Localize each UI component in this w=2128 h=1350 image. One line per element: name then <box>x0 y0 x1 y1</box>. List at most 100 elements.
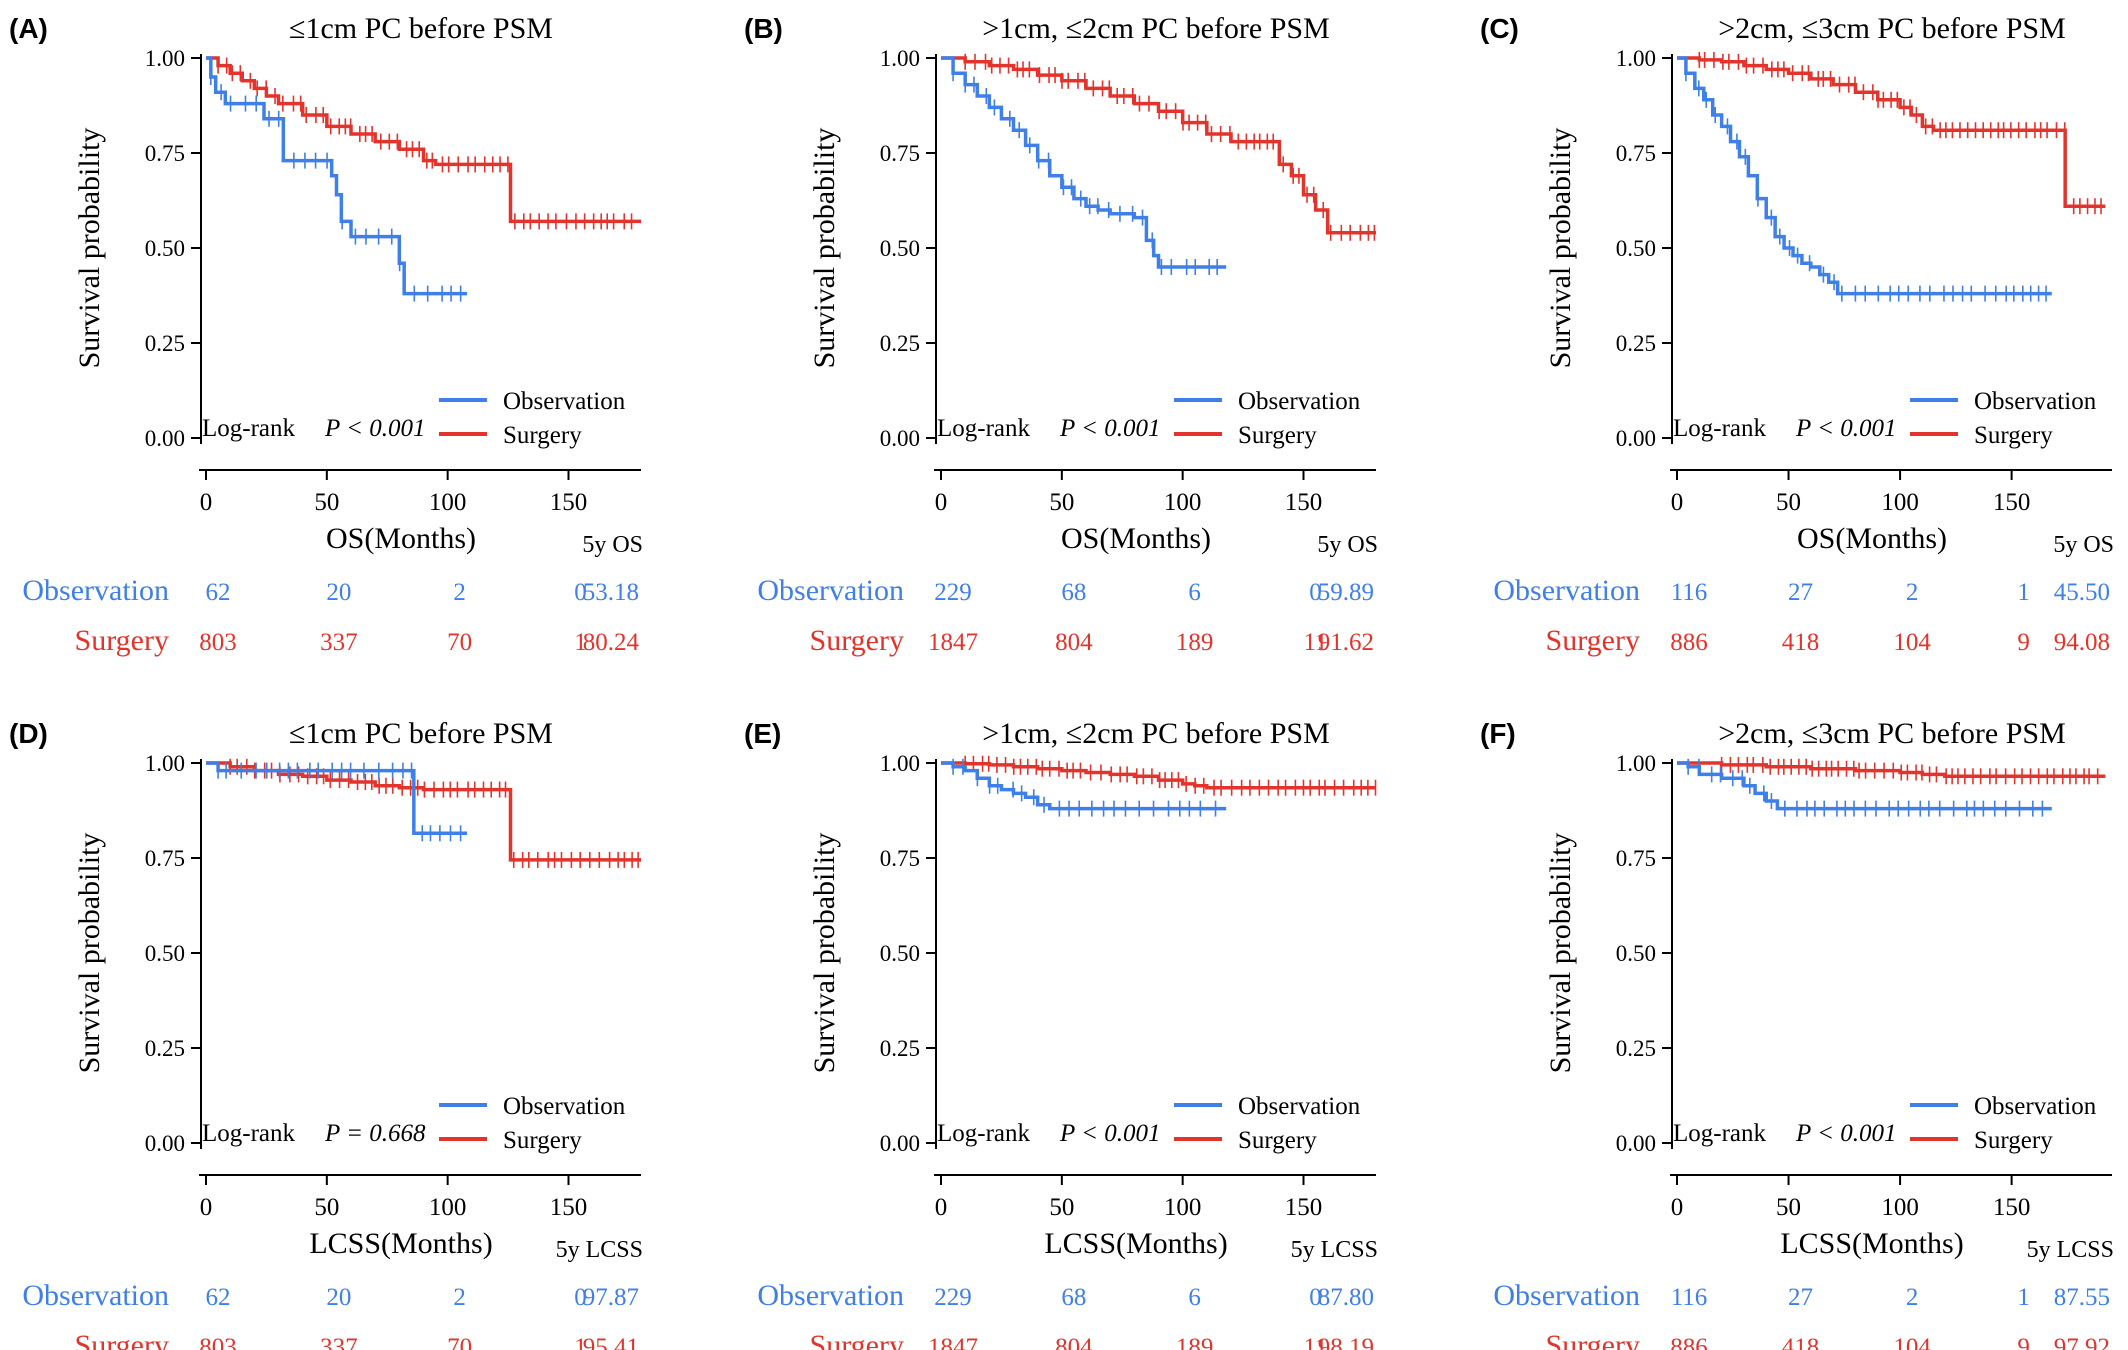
x-tick-label: 50 <box>314 489 339 516</box>
x-tick-label: 50 <box>1049 489 1074 516</box>
y-tick-label: 0.25 <box>1616 331 1656 356</box>
at-risk-count: 337 <box>320 629 358 656</box>
y-tick-label: 0.00 <box>1616 426 1656 451</box>
risk-header: 5y LCSS <box>556 1237 643 1263</box>
risk-row-label-observation: Observation <box>22 574 169 607</box>
at-risk-count: 189 <box>1176 1334 1214 1350</box>
y-tick-label: 0.75 <box>880 141 920 166</box>
risk-row-label-observation: Observation <box>22 1279 169 1312</box>
x-tick-label: 0 <box>935 489 948 516</box>
y-tick-label: 0.75 <box>1616 846 1656 871</box>
at-risk-count: 11 <box>1303 629 1327 656</box>
y-axis-label: Survival probability <box>73 833 106 1074</box>
at-risk-count: 9 <box>2017 1334 2030 1350</box>
risk-header: 5y OS <box>2053 532 2114 558</box>
five-year-value: 59.89 <box>1318 579 1374 606</box>
five-year-value: 45.50 <box>2054 579 2110 606</box>
five-year-value: 97.87 <box>583 1284 639 1311</box>
five-year-value: 98.19 <box>1318 1334 1374 1350</box>
km-curve-observation <box>206 56 467 296</box>
x-tick-label: 50 <box>1776 1194 1801 1221</box>
at-risk-count: 2 <box>453 1284 466 1311</box>
chart-title: ≤1cm PC before PSM <box>289 12 553 45</box>
y-tick-label: 0.00 <box>880 1131 920 1156</box>
at-risk-count: 0 <box>574 1284 587 1311</box>
logrank-label: Log-rank <box>937 415 1031 442</box>
at-risk-count: 6 <box>1188 1284 1201 1311</box>
x-axis-label: LCSS(Months) <box>1780 1227 1963 1260</box>
risk-header: 5y LCSS <box>2027 1237 2114 1263</box>
five-year-value: 95.41 <box>583 1334 639 1350</box>
chart-title: >1cm, ≤2cm PC before PSM <box>982 717 1330 750</box>
panel-5: (F) >2cm, ≤3cm PC before PSM 1.00 0.75 0.50 0… <box>1480 717 2114 1350</box>
legend-label-surgery: Surgery <box>1238 1127 1317 1154</box>
at-risk-count: 116 <box>1671 1284 1708 1311</box>
five-year-value: 87.55 <box>2054 1284 2110 1311</box>
y-tick-label: 1.00 <box>145 751 185 776</box>
at-risk-count: 27 <box>1788 579 1813 606</box>
five-year-value: 87.80 <box>1318 1284 1374 1311</box>
km-curve-surgery <box>941 56 1376 235</box>
x-tick-label: 150 <box>1993 1194 2031 1221</box>
km-curve-observation <box>206 761 467 836</box>
legend-label-surgery: Surgery <box>1974 1127 2053 1154</box>
risk-row-label-observation: Observation <box>1493 1279 1640 1312</box>
y-tick-label: 1.00 <box>145 46 185 71</box>
y-tick-label: 0.25 <box>145 1036 185 1061</box>
chart-title: >1cm, ≤2cm PC before PSM <box>982 12 1330 45</box>
risk-header: 5y OS <box>1317 532 1378 558</box>
legend-label-observation: Observation <box>1238 1093 1361 1120</box>
five-year-value: 53.18 <box>583 579 639 606</box>
at-risk-count: 804 <box>1055 1334 1093 1350</box>
at-risk-count: 104 <box>1893 629 1931 656</box>
x-tick-label: 0 <box>1671 1194 1684 1221</box>
y-tick-label: 0.00 <box>880 426 920 451</box>
risk-row-label-surgery: Surgery <box>75 1329 169 1350</box>
y-tick-label: 1.00 <box>880 46 920 71</box>
y-tick-label: 1.00 <box>880 751 920 776</box>
risk-row-label-surgery: Surgery <box>1546 1329 1640 1350</box>
panel-letter: (A) <box>9 13 48 44</box>
x-tick-label: 0 <box>200 489 213 516</box>
y-tick-label: 0.25 <box>880 1036 920 1061</box>
at-risk-count: 1847 <box>928 629 978 656</box>
y-tick-label: 0.25 <box>145 331 185 356</box>
panel-letter: (B) <box>744 13 783 44</box>
y-axis-label: Survival probability <box>808 833 841 1074</box>
at-risk-count: 886 <box>1670 1334 1708 1350</box>
at-risk-count: 418 <box>1782 629 1820 656</box>
chart-title: >2cm, ≤3cm PC before PSM <box>1718 717 2066 750</box>
logrank-label: Log-rank <box>937 1120 1031 1147</box>
x-tick-label: 150 <box>1285 489 1323 516</box>
at-risk-count: 2 <box>1906 579 1919 606</box>
at-risk-count: 1 <box>2017 1284 2030 1311</box>
chart-title: >2cm, ≤3cm PC before PSM <box>1718 12 2066 45</box>
at-risk-count: 68 <box>1061 579 1086 606</box>
p-value: P < 0.001 <box>1795 1120 1896 1147</box>
five-year-value: 94.08 <box>2054 629 2110 656</box>
legend-label-surgery: Surgery <box>503 422 582 449</box>
x-axis-label: OS(Months) <box>1061 522 1211 555</box>
panel-letter: (E) <box>744 718 781 749</box>
five-year-value: 91.62 <box>1318 629 1374 656</box>
legend-label-observation: Observation <box>1238 388 1361 415</box>
at-risk-count: 804 <box>1055 629 1093 656</box>
p-value: P < 0.001 <box>324 415 425 442</box>
x-tick-label: 150 <box>550 1194 588 1221</box>
chart-title: ≤1cm PC before PSM <box>289 717 553 750</box>
panel-letter: (C) <box>1480 13 1519 44</box>
y-tick-label: 0.75 <box>880 846 920 871</box>
legend-label-surgery: Surgery <box>503 1127 582 1154</box>
at-risk-count: 104 <box>1893 1334 1931 1350</box>
x-tick-label: 100 <box>429 1194 467 1221</box>
at-risk-count: 886 <box>1670 629 1708 656</box>
y-tick-label: 0.00 <box>145 1131 185 1156</box>
legend-label-surgery: Surgery <box>1974 422 2053 449</box>
at-risk-count: 1847 <box>928 1334 978 1350</box>
x-tick-label: 100 <box>1881 489 1919 516</box>
five-year-value: 97.92 <box>2054 1334 2110 1350</box>
logrank-label: Log-rank <box>1673 1120 1767 1147</box>
at-risk-count: 116 <box>1671 579 1708 606</box>
panel-1: (B) >1cm, ≤2cm PC before PSM 1.00 0.75 0.50 0… <box>744 12 1378 657</box>
